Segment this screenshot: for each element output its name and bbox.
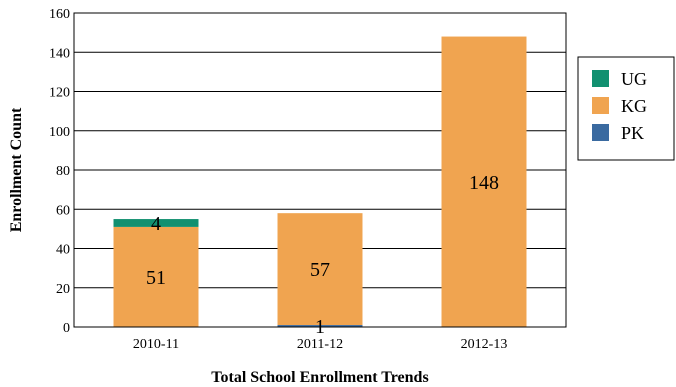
x-tick-labels: 2010-11 2011-12 2012-13 bbox=[133, 337, 507, 352]
data-label: 57 bbox=[310, 259, 330, 281]
bar-kg-2011-12 bbox=[277, 213, 363, 326]
y-tick-label: 80 bbox=[56, 164, 70, 179]
y-tick-label: 160 bbox=[49, 7, 70, 22]
data-labels: 4 51 57 1 148 bbox=[146, 172, 499, 338]
legend-swatch-ug bbox=[592, 70, 609, 87]
y-tick-label: 40 bbox=[56, 243, 70, 258]
y-tick-labels: 0 20 40 60 80 100 120 140 160 bbox=[49, 7, 70, 336]
bar-kg-2010-11 bbox=[113, 226, 199, 327]
y-tick-label: 60 bbox=[56, 203, 70, 218]
bars bbox=[113, 36, 527, 328]
data-label: 51 bbox=[146, 267, 166, 289]
bar-pk-2011-12 bbox=[277, 325, 363, 327]
axes bbox=[73, 12, 567, 328]
y-tick-label: 100 bbox=[49, 125, 70, 140]
data-label: 1 bbox=[315, 316, 325, 338]
x-tick-label: 2012-13 bbox=[461, 337, 508, 352]
y-axis-title: Enrollment Count bbox=[8, 107, 25, 232]
x-axis-title: Total School Enrollment Trends bbox=[211, 369, 428, 386]
bar-kg-2012-13 bbox=[441, 36, 527, 328]
legend-swatch-pk bbox=[592, 124, 609, 141]
x-tick-label: 2011-12 bbox=[297, 337, 343, 352]
y-tick-label: 120 bbox=[49, 86, 70, 101]
x-tick-label: 2010-11 bbox=[133, 337, 179, 352]
legend-swatch-kg bbox=[592, 97, 609, 114]
data-label: 148 bbox=[469, 172, 499, 194]
legend-label-kg: KG bbox=[621, 96, 647, 116]
legend: UG KG PK bbox=[577, 56, 675, 161]
y-tick-label: 0 bbox=[63, 321, 70, 336]
plot-frame bbox=[73, 12, 567, 328]
y-tick-label: 140 bbox=[49, 46, 70, 61]
data-label: 4 bbox=[151, 213, 161, 235]
legend-label-ug: UG bbox=[621, 69, 647, 89]
legend-label-pk: PK bbox=[621, 123, 644, 143]
bar-ug-2010-11 bbox=[113, 219, 199, 227]
y-tick-label: 20 bbox=[56, 282, 70, 297]
